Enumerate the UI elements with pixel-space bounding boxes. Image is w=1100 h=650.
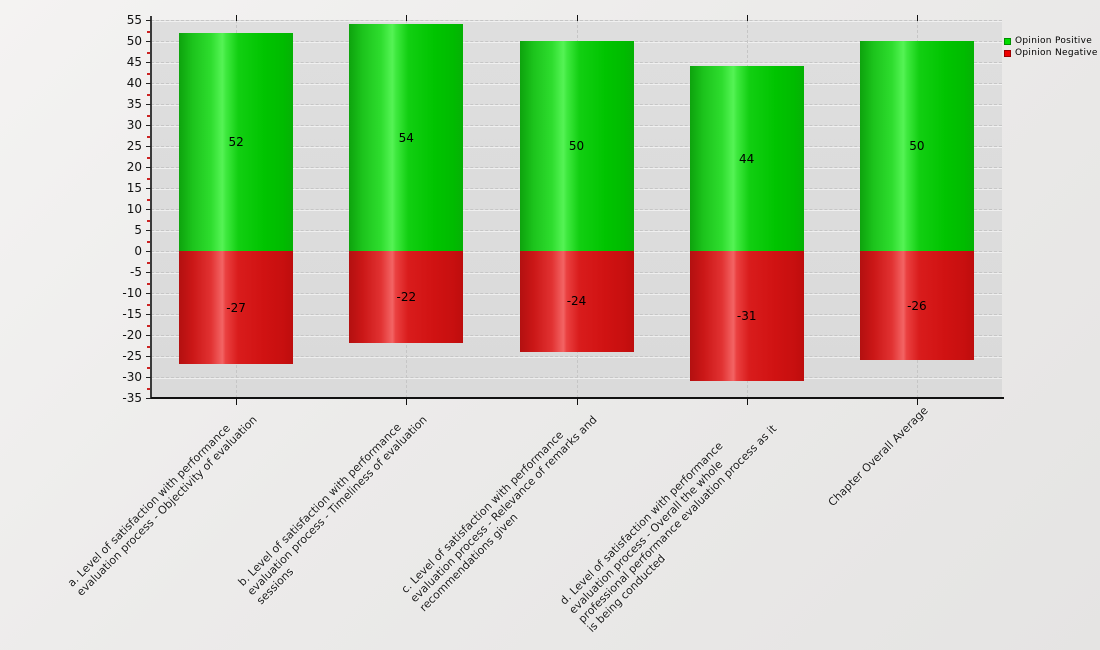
y-minor-tick [147,366,150,369]
bar-value-label: -26 [907,298,927,313]
category-label: a. Level of satisfaction with performanc… [64,413,260,599]
bar-segment-positive[interactable] [349,24,464,251]
category-tick [746,399,748,405]
y-major-tick [146,20,151,21]
y-minor-tick [147,51,150,54]
category-label: Chapter Overall Average [826,404,932,509]
y-major-tick [146,125,151,126]
category-tick [406,15,408,21]
y-minor-tick [147,324,150,327]
bar-value-label: -31 [736,309,757,324]
legend-label: Opinion Negative [1015,48,1098,58]
y-minor-tick [147,93,150,96]
category-tick [236,399,238,405]
bar-segment-negative[interactable] [859,251,974,361]
y-axis-tick-label: 35 [126,97,142,111]
y-major-tick [146,167,151,168]
y-major-tick [146,377,151,378]
y-axis-tick-label: 45 [126,55,142,69]
bar-segment-negative[interactable] [689,251,804,382]
y-major-tick [146,41,151,42]
y-minor-tick [147,177,150,180]
y-major-tick [146,251,151,252]
y-axis-tick-label: 40 [126,76,142,90]
bar-segment-positive[interactable] [519,41,634,251]
bar-segment-positive[interactable] [179,32,294,251]
y-major-tick [146,230,151,231]
y-minor-tick [147,387,150,390]
bar-segment-positive[interactable] [689,66,804,251]
y-major-tick [146,62,151,63]
bar-segment-positive[interactable] [859,41,974,251]
bar-segment-negative[interactable] [519,251,634,352]
y-axis-tick-label: -15 [122,307,142,321]
y-axis-tick-label: -5 [130,265,142,279]
bar-value-label: 50 [568,139,585,153]
category-tick [576,399,578,405]
bar-segment-negative[interactable] [349,251,464,344]
y-minor-tick [147,30,150,33]
y-minor-tick [147,282,150,285]
y-major-tick [146,356,151,357]
y-major-tick [146,83,151,84]
category-tick [576,15,578,21]
y-minor-tick [147,345,150,348]
category-tick [916,15,918,21]
y-axis-tick-label: 5 [134,223,142,237]
legend-swatch-icon [1004,37,1011,45]
y-axis-tick-label: -20 [122,328,142,342]
y-major-tick [146,335,151,336]
y-axis-tick-label: 30 [126,118,142,132]
y-axis-tick-label: 0 [134,244,142,258]
category-tick [236,15,238,21]
y-axis-tick-label: -10 [122,286,142,300]
x-axis [151,397,1004,399]
y-axis-tick-label: -25 [122,349,142,363]
bar-value-label: -24 [566,294,587,309]
legend-item[interactable]: Opinion Negative [1004,48,1098,58]
y-major-tick [146,314,151,315]
category-tick [916,399,918,405]
category-tick [406,399,408,405]
bar-value-label: 44 [739,151,755,166]
y-major-tick [146,272,151,273]
y-axis-tick-label: 15 [126,181,142,195]
y-major-tick [146,293,151,294]
y-minor-tick [147,72,150,75]
y-minor-tick [147,219,150,222]
y-axis-tick-label: 55 [126,13,142,27]
y-axis-tick-label: 20 [126,160,142,174]
bar-value-label: 50 [909,139,925,153]
y-axis-tick-label: 50 [126,34,142,48]
bar-value-label: 54 [398,130,414,145]
legend-item[interactable]: Opinion Positive [1004,36,1098,46]
y-axis-tick-label: 25 [126,139,142,153]
y-minor-tick [147,303,150,306]
y-axis-tick-label: 10 [126,202,142,216]
y-axis-tick-label: -35 [122,391,142,405]
y-major-tick [146,209,151,210]
bar-value-label: -27 [226,300,246,315]
legend-swatch-icon [1004,49,1011,57]
y-major-tick [146,146,151,147]
y-major-tick [146,104,151,105]
category-tick [746,15,748,21]
bar-value-label: 52 [228,134,244,149]
y-minor-tick [147,261,150,264]
bar-segment-negative[interactable] [179,251,294,365]
y-minor-tick [147,114,150,117]
y-major-tick [146,398,151,399]
y-major-tick [146,188,151,189]
y-minor-tick [147,135,150,138]
y-minor-tick [147,198,150,201]
y-minor-tick [147,240,150,243]
y-axis [150,16,152,398]
y-minor-tick [147,156,150,159]
y-axis-tick-label: -30 [122,370,142,384]
bar-value-label: -22 [396,290,417,305]
legend: Opinion Positive Opinion Negative [1004,36,1098,60]
legend-label: Opinion Positive [1015,36,1093,46]
